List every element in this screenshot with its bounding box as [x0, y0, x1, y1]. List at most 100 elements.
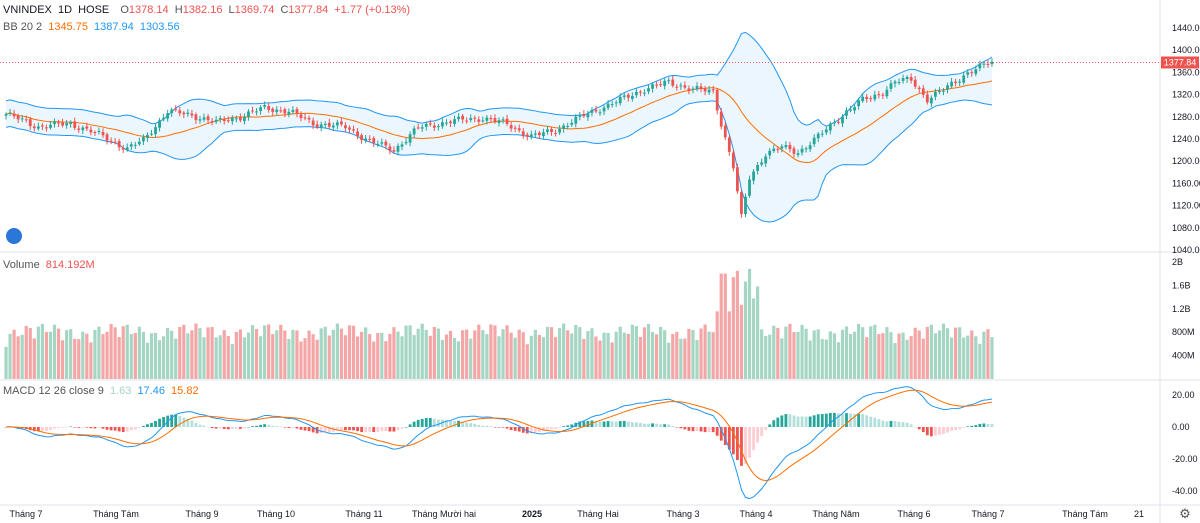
volume-legend[interactable]: Volume 814.192M: [3, 258, 98, 272]
volume-bar: [133, 332, 137, 379]
macd-hist-bar: [319, 427, 323, 434]
candle: [962, 71, 966, 85]
candle-body: [832, 122, 836, 124]
candle: [380, 138, 384, 147]
candle-body: [816, 133, 820, 139]
macd-hist-bar: [909, 424, 913, 427]
candle: [206, 114, 210, 125]
volume-bar: [574, 324, 578, 379]
candle: [546, 125, 549, 135]
macd-hist-bar: [946, 427, 949, 433]
candle: [77, 125, 81, 133]
interval-label[interactable]: 1D: [57, 4, 73, 16]
macd-hist-bar: [295, 427, 299, 429]
volume-bar: [218, 335, 222, 379]
volume-bar: [85, 333, 89, 379]
candle-body: [776, 149, 780, 151]
candle-body: [420, 127, 424, 129]
volume-bar: [966, 335, 970, 379]
volume-bar: [792, 332, 796, 379]
candle-body: [105, 134, 109, 141]
candle: [744, 193, 747, 218]
volume-bar: [376, 333, 380, 379]
bb-legend[interactable]: BB 20 2 1345.75 1387.94 1303.56: [3, 20, 183, 34]
exchange-label: HOSE: [78, 4, 110, 16]
macd-hist-bar: [723, 427, 727, 446]
candle: [170, 107, 174, 117]
macd-hist-bar: [218, 427, 222, 429]
volume-bar: [360, 331, 364, 379]
volume-bar: [258, 336, 263, 379]
candle: [832, 119, 836, 127]
candle: [45, 124, 48, 132]
candle: [150, 129, 153, 136]
macd-hist-bar: [966, 426, 970, 427]
candle: [663, 78, 667, 90]
candle: [162, 113, 166, 122]
volume-bar: [234, 331, 238, 379]
candle: [388, 143, 392, 155]
macd-hist-bar: [538, 427, 541, 433]
macd-hist-bar: [828, 412, 832, 427]
candle-body: [432, 125, 436, 128]
volume-bar: [319, 328, 323, 379]
macd-hist-bar: [396, 427, 400, 431]
macd-legend[interactable]: MACD 12 26 close 9 1.63 17.46 15.82: [3, 384, 202, 398]
candle-body: [667, 80, 671, 82]
volume-bar: [238, 329, 242, 379]
candle: [93, 130, 97, 136]
volume-bar: [986, 329, 990, 379]
settings-gear-icon[interactable]: ⚙: [1179, 506, 1191, 521]
macd-hist-bar: [885, 421, 889, 427]
candle-body: [861, 96, 865, 102]
macd-hist-bar: [424, 418, 428, 427]
candle-body: [824, 129, 828, 133]
volume-bar: [73, 338, 77, 379]
volume-bar: [105, 331, 109, 379]
candle-body: [97, 130, 101, 132]
candle: [214, 115, 218, 124]
candle: [622, 92, 626, 100]
candle: [348, 125, 351, 134]
high-value: 1382.16: [182, 4, 223, 16]
candle: [784, 141, 788, 150]
volume-bar: [683, 338, 687, 379]
macd-hist-bar: [610, 421, 614, 427]
volume-bar: [885, 327, 889, 379]
candle-body: [877, 94, 881, 96]
macd-hist-bar: [740, 427, 743, 466]
candle-body: [121, 148, 125, 150]
macd-hist-bar: [707, 427, 711, 433]
candle-body: [24, 119, 28, 121]
volume-bar: [735, 270, 740, 379]
last-price-tag: [1161, 56, 1199, 69]
bb-upper-line: [5, 31, 993, 127]
macd-hist-bar: [517, 427, 521, 432]
volume-bar: [444, 334, 449, 379]
macd-hist-bar: [376, 427, 380, 432]
candle: [901, 74, 905, 84]
macd-hist-bar: [594, 420, 598, 427]
volume-bar: [796, 331, 800, 379]
candle: [12, 109, 16, 119]
candle: [376, 140, 380, 148]
macd-hist-bar: [598, 421, 602, 427]
macd-hist-bar: [841, 413, 844, 427]
volume-bar: [719, 273, 723, 379]
volume-bar: [836, 342, 841, 379]
candle: [465, 117, 469, 124]
candle-body: [142, 137, 145, 142]
macd-hist-bar: [275, 426, 279, 427]
macd-hist-bar: [69, 426, 73, 428]
candle: [804, 146, 808, 153]
candle-body: [255, 111, 258, 113]
macd-hist-bar: [178, 416, 182, 427]
symbol-label[interactable]: VNINDEX: [3, 4, 52, 16]
candle-body: [634, 91, 638, 96]
change-value: +1.77 (+0.13%): [334, 4, 411, 16]
candle-body: [905, 76, 909, 79]
candle-body: [61, 122, 64, 126]
bb-fill: [6, 32, 992, 222]
candle-body: [954, 81, 958, 84]
